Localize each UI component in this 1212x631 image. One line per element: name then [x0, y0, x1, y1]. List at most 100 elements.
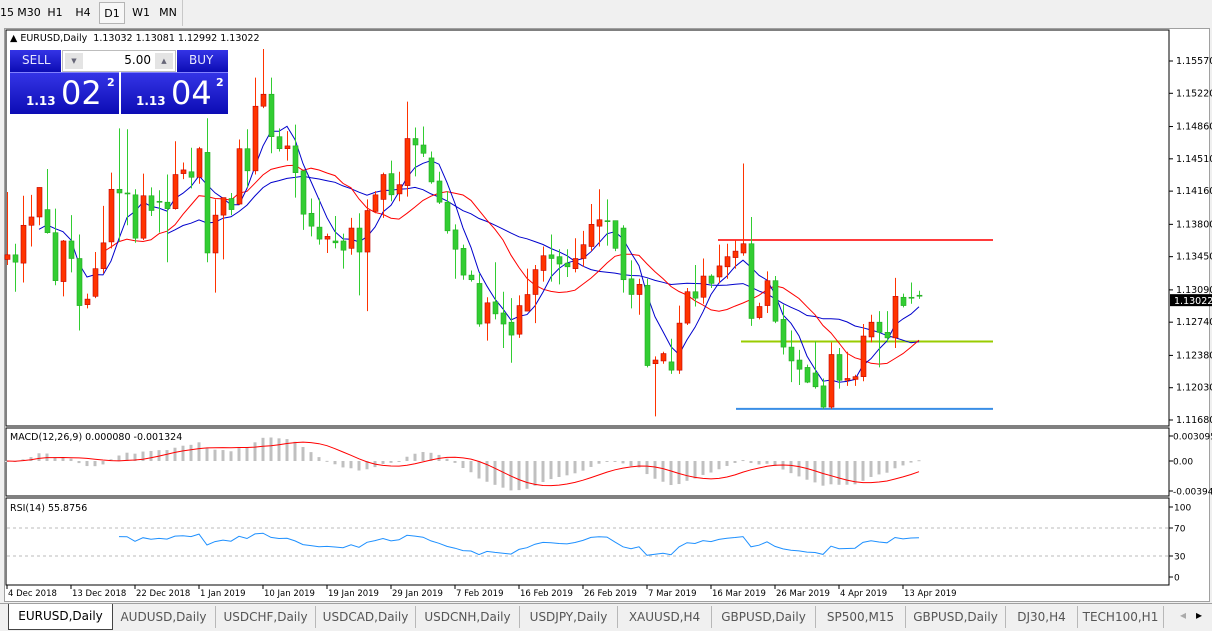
timeframe-d1-button[interactable]: D1: [99, 2, 125, 24]
chart-window[interactable]: [4, 28, 1210, 602]
candle: [412, 127, 419, 177]
macd-histogram-bar: [525, 461, 529, 489]
macd-histogram-bar: [685, 461, 689, 481]
tab-scroll-right-icon[interactable]: ▸: [1196, 608, 1203, 622]
macd-tick-label: 0.00: [1173, 458, 1193, 468]
date-tick-label: 10 Jan 2019: [264, 589, 315, 599]
macd-histogram-bar: [37, 453, 41, 461]
chart-tab[interactable]: DJ30,H4: [1006, 606, 1078, 628]
collapse-triangle-icon[interactable]: ▲: [10, 33, 21, 44]
tab-scroll-left-icon[interactable]: ◂: [1180, 608, 1187, 622]
macd-histogram-bar: [653, 461, 657, 479]
candle: [588, 204, 595, 252]
macd-histogram-bar: [165, 450, 169, 461]
macd-histogram-bar: [805, 461, 809, 480]
candle-body: [28, 216, 35, 226]
candle-body: [884, 332, 891, 339]
macd-histogram-bar: [493, 461, 497, 485]
macd-histogram-bar: [853, 461, 857, 485]
candle-body: [868, 321, 875, 338]
chart-tab[interactable]: GBPUSD,Daily: [906, 606, 1006, 628]
chart-tab[interactable]: SP500,M15: [816, 606, 906, 628]
candle: [916, 290, 923, 299]
timeframe-m30-button[interactable]: M30: [17, 6, 41, 19]
lot-size-input[interactable]: 5.00: [124, 53, 151, 67]
lot-size-stepper[interactable]: ▼ 5.00 ▲: [62, 50, 176, 72]
timeframe-m15-button[interactable]: 15: [0, 6, 14, 19]
buy-price[interactable]: 1.13 04 2: [121, 72, 228, 114]
chart-tab[interactable]: USDJPY,Daily: [520, 606, 618, 628]
timeframe-w1-button[interactable]: W1: [132, 6, 150, 19]
candle: [836, 348, 843, 389]
date-tick-label: 13 Apr 2019: [904, 589, 957, 599]
macd-histogram-bar: [205, 447, 209, 461]
candle: [132, 189, 139, 243]
lot-increase-arrow-icon[interactable]: ▲: [155, 53, 173, 69]
timeframe-h4-button[interactable]: H4: [75, 6, 91, 19]
macd-histogram-bar: [341, 461, 345, 468]
candle: [84, 293, 91, 309]
chart-tab[interactable]: USDCHF,Daily: [216, 606, 316, 628]
chart-tab[interactable]: GBPUSD,Daily: [712, 606, 816, 628]
candle-body: [788, 346, 795, 362]
candle: [548, 234, 555, 282]
candle: [436, 171, 443, 205]
candle-body: [612, 220, 619, 249]
chart-tab[interactable]: USDCNH,Daily: [416, 606, 520, 628]
macd-histogram-bar: [677, 461, 681, 485]
timeframe-mn-button[interactable]: MN: [159, 6, 177, 19]
candle: [116, 128, 123, 242]
candle: [356, 213, 363, 296]
rsi-label: RSI(14) 55.8756: [10, 503, 88, 514]
date-tick-label: 13 Dec 2018: [72, 589, 126, 599]
candle-body: [644, 284, 651, 366]
macd-histogram-bar: [661, 461, 665, 482]
chart-tab[interactable]: EURUSD,Daily: [8, 604, 113, 630]
lot-decrease-arrow-icon[interactable]: ▼: [65, 53, 83, 69]
chart-tab[interactable]: XAUUSD,H4: [618, 606, 712, 628]
candle: [276, 128, 283, 152]
macd-histogram-bar: [285, 439, 289, 461]
chart-tab[interactable]: USDCAD,Daily: [316, 606, 416, 628]
candle-body: [716, 265, 723, 278]
candle-body: [404, 138, 411, 186]
macd-histogram-bar: [837, 461, 841, 485]
chart-tab[interactable]: TECH100,H1: [1078, 606, 1164, 628]
candle-body: [268, 93, 275, 137]
chart-tab[interactable]: AUDUSD,Daily: [112, 606, 216, 628]
macd-histogram-bar: [173, 447, 177, 461]
sell-price[interactable]: 1.13 02 2: [10, 72, 119, 114]
candle: [796, 349, 803, 385]
macd-histogram-bar: [845, 461, 849, 485]
macd-histogram-bar: [909, 461, 913, 463]
candle: [260, 49, 267, 109]
macd-histogram-bar: [461, 461, 465, 468]
price-chart[interactable]: 1.15570 1.15220 1.14860 1.14510 1.14160 1.138…: [0, 0, 1212, 603]
price-tick-label: 1.15220: [1176, 88, 1212, 99]
candle: [68, 215, 75, 273]
macd-histogram-bar: [901, 461, 905, 466]
candle: [676, 305, 683, 374]
candle-body: [436, 180, 443, 203]
macd-histogram-bar: [829, 461, 833, 485]
candle-body: [876, 321, 883, 333]
macd-histogram-bar: [725, 461, 729, 466]
macd-histogram-bar: [877, 461, 881, 475]
date-tick-label: 1 Jan 2019: [200, 589, 246, 599]
candle-body: [396, 184, 403, 195]
candle: [812, 341, 819, 389]
candle-body: [772, 280, 779, 322]
price-tick-label: 1.12030: [1176, 383, 1212, 394]
buy-button[interactable]: BUY: [177, 50, 228, 72]
candle: [348, 217, 355, 255]
candle-body: [804, 367, 811, 383]
macd-histogram-bar: [445, 458, 449, 461]
macd-histogram-bar: [429, 452, 433, 461]
timeframe-h1-button[interactable]: H1: [47, 6, 63, 19]
candle-body: [164, 201, 171, 209]
date-tick-label: 26 Feb 2019: [584, 589, 637, 599]
candle-body: [796, 359, 803, 370]
rsi-tick-label: 100: [1174, 504, 1191, 514]
sell-button[interactable]: SELL: [10, 50, 61, 72]
macd-histogram-bar: [893, 461, 897, 469]
